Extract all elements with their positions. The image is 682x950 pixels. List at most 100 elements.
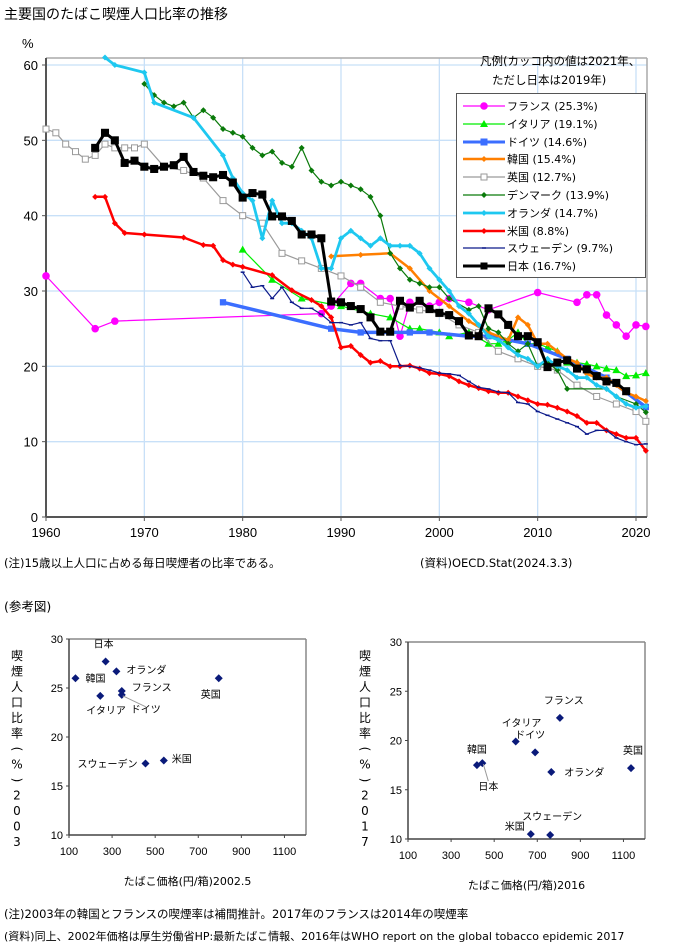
data-point [92, 193, 99, 200]
data-point [592, 372, 601, 381]
data-point [484, 304, 493, 313]
point-label: オランダ [126, 663, 166, 676]
point-label: 日本 [478, 780, 498, 793]
data-point [269, 272, 276, 279]
y-tick-label: 15 [51, 781, 63, 793]
data-point [573, 381, 581, 389]
data-point [592, 362, 601, 370]
y-tick-label: 10 [390, 834, 402, 846]
data-point [367, 359, 374, 366]
data-point [553, 358, 562, 367]
data-point [151, 99, 158, 106]
legend-swatch-icon [463, 227, 505, 234]
y-axis-label-char: 0 [13, 804, 21, 818]
y-tick-label: 15 [390, 785, 402, 797]
y-tick-label: 30 [24, 284, 38, 299]
data-point [494, 347, 502, 355]
data-point [150, 164, 159, 173]
data-point [633, 401, 639, 407]
legend-item: デンマーク (13.9%) [457, 187, 643, 203]
data-point [435, 308, 444, 317]
data-point [475, 321, 482, 328]
x-tick-label: 900 [571, 850, 589, 862]
data-point [416, 280, 423, 287]
data-point [426, 329, 433, 336]
data-point [101, 140, 109, 148]
data-point [91, 151, 99, 159]
data-point [131, 144, 138, 152]
point-label: 日本 [94, 638, 114, 651]
series-スウェーデン [240, 271, 648, 446]
data-point [642, 322, 650, 331]
data-point [356, 305, 365, 314]
data-point [220, 257, 226, 264]
data-point [141, 80, 148, 87]
data-point [327, 297, 336, 306]
data-point [357, 186, 364, 193]
data-point [406, 265, 413, 272]
legend-item: オランダ (14.7%) [457, 205, 643, 221]
data-point [101, 657, 110, 666]
legend-swatch-icon [463, 138, 505, 146]
data-point [112, 667, 121, 676]
data-point [573, 298, 581, 307]
y-tick-label: 60 [24, 58, 38, 73]
data-point [96, 691, 105, 700]
legend-swatch-icon [463, 156, 505, 163]
data-point [259, 152, 266, 159]
data-point [140, 140, 148, 148]
data-point [533, 288, 542, 297]
y-tick-label: 25 [51, 683, 63, 695]
y-tick-label: 50 [24, 133, 38, 148]
data-point [248, 189, 257, 198]
x-tick-label: 1960 [32, 525, 61, 540]
data-point [416, 250, 423, 257]
data-point [307, 230, 316, 239]
x-tick-label: 100 [399, 850, 417, 862]
data-point [140, 162, 149, 171]
footer-note: (注)2003年の韓国とフランスの喫煙率は補間推計。2017年のフランスは201… [4, 907, 469, 921]
data-point [543, 363, 552, 372]
data-point [357, 251, 364, 258]
data-point [622, 332, 630, 341]
x-tick-label: 300 [442, 850, 460, 862]
data-point [632, 371, 640, 379]
data-point [456, 378, 462, 385]
data-point [297, 230, 306, 239]
point-label: オランダ [564, 766, 604, 779]
point-label: 米国 [172, 753, 192, 766]
series-ドイツ [219, 299, 649, 411]
data-point [377, 212, 384, 219]
legend-swatch-icon [463, 209, 505, 216]
data-point [495, 329, 502, 336]
leader-line [122, 695, 147, 708]
data-point [546, 831, 555, 840]
y-tick-label: 20 [390, 736, 402, 748]
data-point [505, 344, 512, 351]
data-point [347, 182, 354, 189]
legend-label: フランス (25.3%) [507, 100, 598, 113]
data-point [613, 431, 620, 438]
data-point [436, 276, 443, 283]
data-point [475, 303, 482, 310]
data-point [111, 220, 118, 227]
data-point [465, 318, 472, 325]
data-point [238, 245, 247, 253]
y-axis-label-char: 3 [13, 835, 21, 849]
y-axis-label-char: 率 [11, 726, 23, 741]
data-point [554, 348, 561, 355]
data-point [426, 288, 433, 294]
y-axis-label-char: 喫 [359, 649, 371, 663]
data-point [377, 235, 384, 242]
legend-item: フランス (25.3%) [457, 98, 643, 114]
y-tick-label: 30 [51, 634, 63, 646]
main-source: (資料)OECD.Stat(2024.3.3) [420, 556, 573, 570]
data-point [485, 333, 492, 340]
data-point [426, 265, 433, 272]
data-point [485, 325, 492, 332]
legend-label: スウェーデン (9.7%) [507, 242, 614, 256]
data-point [484, 339, 493, 347]
point-label: フランス [544, 695, 584, 707]
y-axis-label-char: 1 [361, 820, 369, 834]
data-point [465, 382, 472, 389]
